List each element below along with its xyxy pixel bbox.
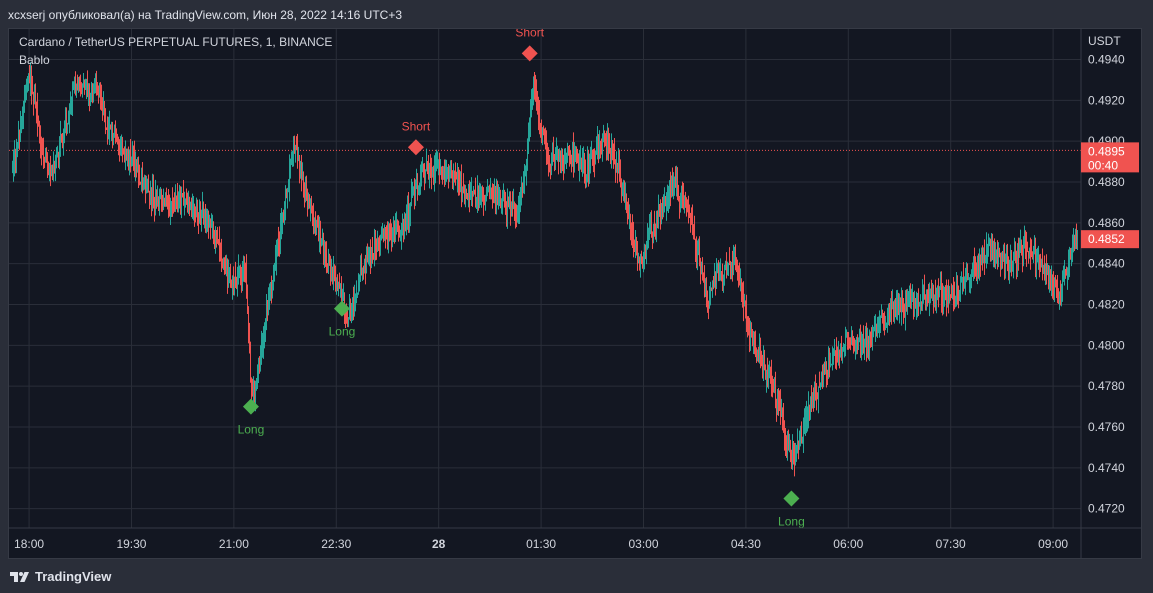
close-price-tag bbox=[1081, 230, 1139, 249]
chart-area[interactable]: Long Long Short Short Long USDT 0.4940 0.4920 0… bbox=[8, 28, 1142, 559]
bar-countdown: 00:40 bbox=[1088, 158, 1118, 172]
short-signal-marker bbox=[521, 45, 538, 62]
indicator-legend[interactable]: Bablo bbox=[19, 53, 50, 67]
price-tick-label: 0.4760 bbox=[1088, 420, 1125, 434]
time-tick-label: 01:30 bbox=[526, 537, 556, 551]
symbol-legend[interactable]: Cardano / TetherUS PERPETUAL FUTURES, 1,… bbox=[19, 35, 333, 49]
candles bbox=[12, 62, 1078, 477]
long-signal-marker bbox=[242, 398, 259, 415]
time-tick-label: 28 bbox=[432, 537, 446, 551]
price-tick-label: 0.4940 bbox=[1088, 53, 1125, 67]
price-tick-label: 0.4880 bbox=[1088, 175, 1125, 189]
footer-logo-text: TradingView bbox=[35, 569, 112, 584]
price-tick-label: 0.4820 bbox=[1088, 298, 1125, 312]
short-signal-marker bbox=[407, 139, 424, 156]
last-price-tag bbox=[1081, 142, 1139, 173]
time-tick-label: 07:30 bbox=[936, 537, 966, 551]
signal-label: Short bbox=[515, 29, 544, 39]
long-signal-marker bbox=[333, 300, 350, 317]
last-price-value: 0.4895 bbox=[1088, 144, 1125, 158]
signals: Long Long Short Short Long bbox=[238, 29, 805, 528]
time-tick-label: 22:30 bbox=[321, 537, 351, 551]
price-tick-label: 0.4740 bbox=[1088, 461, 1125, 475]
time-tick-label: 19:30 bbox=[116, 537, 146, 551]
signal-label: Long bbox=[329, 325, 356, 339]
time-tick-label: 04:30 bbox=[731, 537, 761, 551]
axes: USDT0.49400.49200.49000.48800.48600.4840… bbox=[9, 29, 1141, 558]
time-tick-label: 21:00 bbox=[219, 537, 249, 551]
signal-label: Short bbox=[402, 119, 431, 133]
price-tick-label: 0.4860 bbox=[1088, 216, 1125, 230]
price-tick-label: 0.4840 bbox=[1088, 257, 1125, 271]
signal-label: Long bbox=[238, 423, 265, 437]
price-tick-label: 0.4800 bbox=[1088, 338, 1125, 352]
time-tick-label: 06:00 bbox=[833, 537, 863, 551]
price-tick-label: 0.4720 bbox=[1088, 502, 1125, 516]
price-tick-label: 0.4780 bbox=[1088, 379, 1125, 393]
time-tick-label: 18:00 bbox=[14, 537, 44, 551]
publisher-line: xcxserj опубликовал(а) на TradingView.co… bbox=[8, 8, 403, 22]
close-price-value: 0.4852 bbox=[1088, 232, 1125, 246]
tradingview-branding[interactable]: TradingView bbox=[10, 569, 111, 584]
grid-lines bbox=[9, 29, 1081, 528]
tradingview-logo-icon bbox=[10, 571, 29, 582]
time-tick-label: 03:00 bbox=[628, 537, 658, 551]
long-signal-marker bbox=[783, 490, 800, 507]
signal-label: Long bbox=[778, 514, 805, 528]
time-tick-label: 09:00 bbox=[1038, 537, 1068, 551]
price-tick-label: 0.4920 bbox=[1088, 93, 1125, 107]
price-axis-unit: USDT bbox=[1088, 34, 1121, 48]
